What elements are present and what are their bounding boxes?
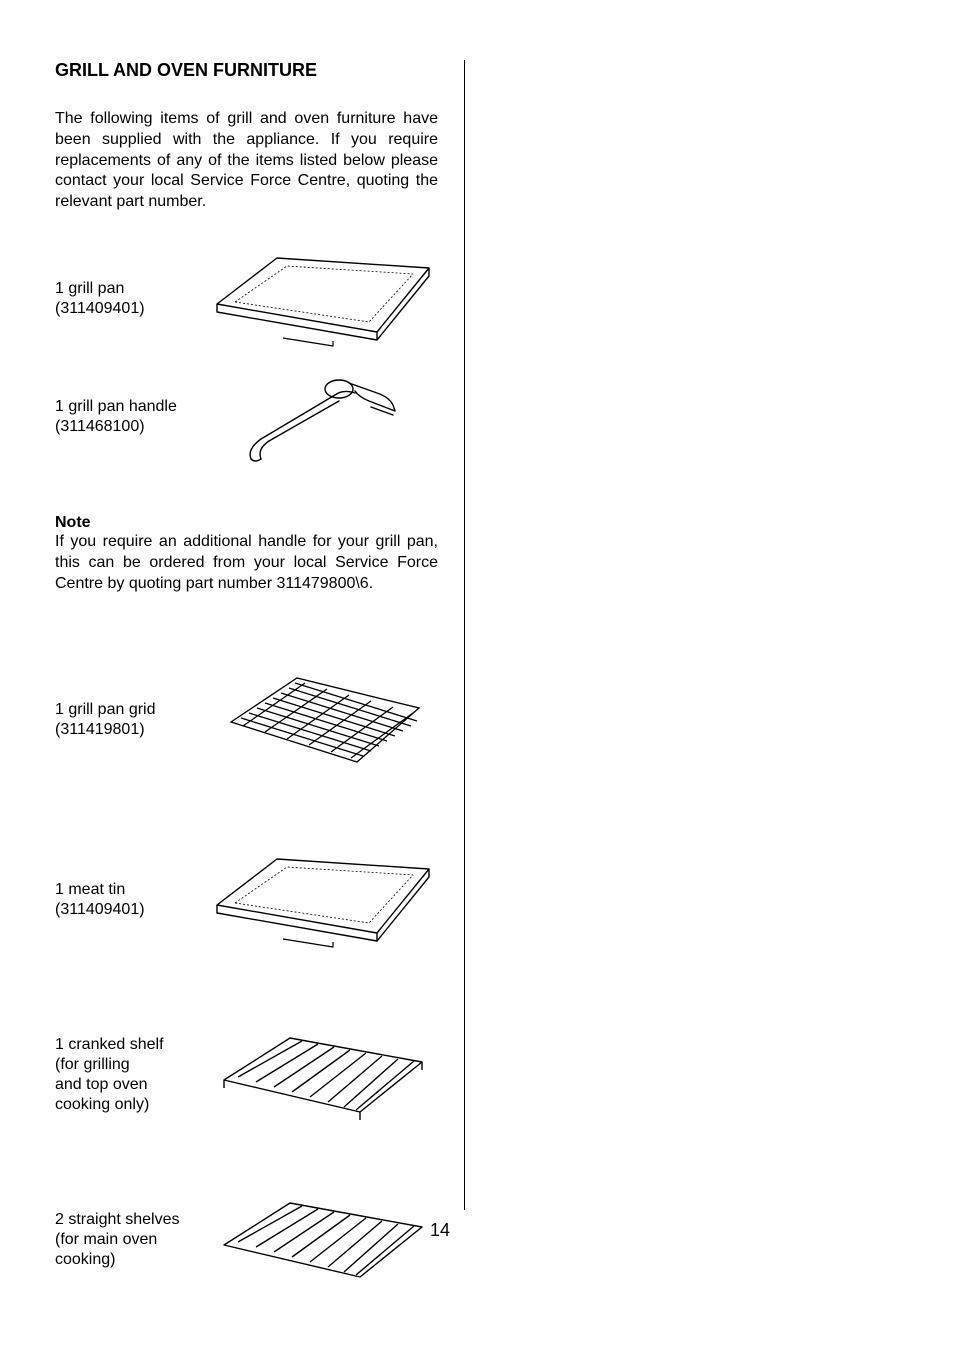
item-row: 1 meat tin(311409401) <box>55 830 438 970</box>
items-group-2: 1 grill pan grid(311419801) <box>55 650 438 1300</box>
item-row: 2 straight shelves(for main ovencooking) <box>55 1180 438 1300</box>
item-row: 1 grill pan handle(311468100) <box>55 362 438 472</box>
item-label: 1 grill pan grid(311419801) <box>55 700 195 740</box>
left-column: GRILL AND OVEN FURNITURE The following i… <box>55 60 465 1210</box>
item-row: 1 grill pan(311409401) <box>55 237 438 362</box>
item-label: 1 cranked shelf(for grillingand top oven… <box>55 1035 195 1115</box>
item-label: 1 meat tin(311409401) <box>55 880 195 920</box>
grill-pan-grid-icon <box>207 670 438 770</box>
grill-pan-icon <box>207 244 438 354</box>
section-heading: GRILL AND OVEN FURNITURE <box>55 60 438 81</box>
item-row: 1 cranked shelf(for grillingand top oven… <box>55 1010 438 1140</box>
cranked-shelf-icon <box>207 1030 438 1120</box>
page-number: 14 <box>430 1220 450 1241</box>
intro-paragraph: The following items of grill and oven fu… <box>55 109 438 213</box>
item-label: 2 straight shelves(for main ovencooking) <box>55 1210 195 1270</box>
meat-tin-icon <box>207 845 438 955</box>
note-body: If you require an additional handle for … <box>55 532 438 594</box>
grill-pan-handle-icon <box>207 367 438 467</box>
straight-shelf-icon <box>207 1195 438 1285</box>
item-row: 1 grill pan grid(311419801) <box>55 650 438 790</box>
items-group-1: 1 grill pan(311409401) 1 grill pan handl… <box>55 237 438 472</box>
item-label: 1 grill pan handle(311468100) <box>55 397 195 437</box>
note-title: Note <box>55 514 438 532</box>
note-block: Note If you require an additional handle… <box>55 514 438 594</box>
item-label: 1 grill pan(311409401) <box>55 279 195 319</box>
